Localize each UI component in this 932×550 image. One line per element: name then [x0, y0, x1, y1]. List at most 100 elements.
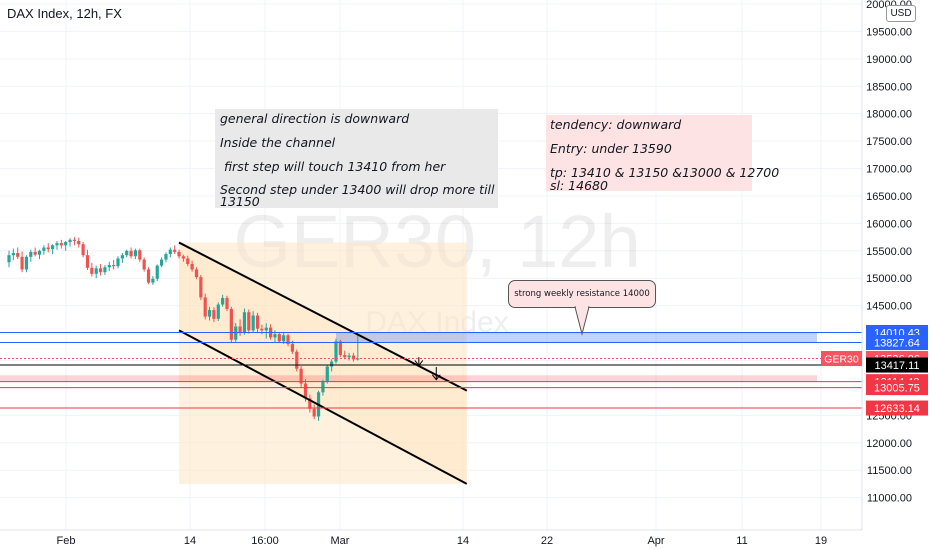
currency-button[interactable]: USD [886, 5, 916, 22]
candle-body [125, 250, 129, 256]
candle [42, 245, 46, 255]
note-right[interactable]: tendency: downward Entry: under 13590 tp… [546, 115, 779, 192]
candle-body [225, 297, 229, 309]
candle-body [138, 250, 142, 260]
candle-body [325, 366, 329, 382]
candle-body [98, 268, 103, 273]
candle-body [112, 265, 116, 267]
candle [194, 267, 199, 280]
candle [98, 263, 103, 276]
candle [72, 237, 76, 246]
price-label-text: 13005.75 [874, 383, 920, 395]
candle-body [103, 267, 107, 273]
note-left[interactable]: general direction is downward Inside the… [215, 109, 498, 208]
candle-body [94, 268, 98, 274]
candle-body [194, 269, 199, 278]
price-label-text: 13827.64 [874, 338, 920, 350]
y-tick-label: 17500.00 [866, 136, 912, 148]
projection-box [179, 242, 467, 484]
candle-body [290, 344, 294, 352]
candle [177, 249, 181, 259]
candle [94, 265, 98, 279]
candle [33, 247, 37, 257]
y-tick-label: 11000.00 [867, 493, 912, 505]
y-tick-label: 19000.00 [866, 54, 912, 66]
x-tick-label: Apr [647, 535, 664, 547]
candle [24, 255, 29, 273]
candle [168, 247, 172, 258]
note-right-line-1: tendency: downward [550, 117, 682, 132]
chart-title: DAX Index, 12h, FX [7, 6, 122, 21]
candle [142, 257, 146, 272]
y-tick-label: 18000.00 [866, 109, 912, 121]
y-tick-label: 18500.00 [866, 81, 912, 93]
candle-body [55, 243, 59, 246]
candle-body [168, 249, 172, 255]
candle-body [107, 265, 111, 268]
candle [264, 323, 268, 339]
candle [107, 261, 111, 272]
candle [37, 249, 42, 260]
candle [85, 249, 90, 270]
candle [251, 311, 255, 332]
candle-body [151, 278, 155, 283]
candle-body [181, 256, 185, 259]
price-label-box [866, 400, 928, 416]
note-left-line-4: Second step under 13400 will drop more t… [220, 182, 495, 209]
candle-body [273, 334, 277, 338]
y-tick-label: 17000.00 [866, 164, 912, 176]
candle-body [90, 267, 94, 274]
candle-body [229, 308, 233, 340]
candle-body [160, 259, 164, 266]
candle-body [216, 304, 220, 319]
candle-body [264, 327, 268, 331]
drawings [0, 241, 862, 485]
candle [186, 255, 190, 267]
candle-body [312, 408, 316, 417]
candle-body [68, 239, 72, 243]
x-tick-label: Mar [331, 535, 350, 547]
candle [173, 245, 177, 255]
candle-body [212, 310, 216, 319]
candle-body [190, 263, 194, 270]
candle-body [16, 252, 20, 257]
candle-body [255, 315, 260, 329]
y-tick-label: 19500.00 [866, 26, 912, 38]
y-tick-label: 11500.00 [867, 465, 912, 477]
candle-body [351, 355, 356, 360]
candle-body [277, 334, 281, 342]
candle-body [177, 251, 181, 257]
candle [356, 333, 360, 361]
candle-body [146, 269, 151, 283]
candle-body [155, 265, 159, 279]
candle-body [11, 252, 15, 256]
candle-body [308, 398, 312, 409]
candle-body [64, 242, 68, 246]
candle-body [133, 250, 138, 257]
candle-body [199, 277, 203, 298]
note-left-line-3: first step will touch 13410 from her [220, 159, 446, 174]
zones [0, 242, 817, 484]
candle [103, 265, 107, 275]
candle [11, 248, 15, 261]
candle-body [251, 315, 255, 331]
candle-body [295, 351, 299, 369]
candle [81, 242, 85, 258]
candle-body [330, 361, 334, 367]
callout-resistance[interactable]: strong weekly resistance 14000 [508, 280, 656, 308]
series-tag [821, 351, 862, 367]
candle-body [356, 358, 360, 360]
candle-body [303, 383, 308, 399]
candle-body [77, 240, 81, 245]
candle [212, 307, 216, 323]
candle [146, 267, 151, 285]
candle [207, 306, 212, 321]
x-tick-label: 14 [457, 535, 469, 547]
candle [199, 274, 203, 301]
x-tick-label: 22 [541, 535, 553, 547]
price-label-text: 12633.14 [874, 403, 920, 415]
x-tick-label: 14 [184, 535, 196, 547]
candle [312, 404, 316, 420]
candle [225, 295, 229, 312]
